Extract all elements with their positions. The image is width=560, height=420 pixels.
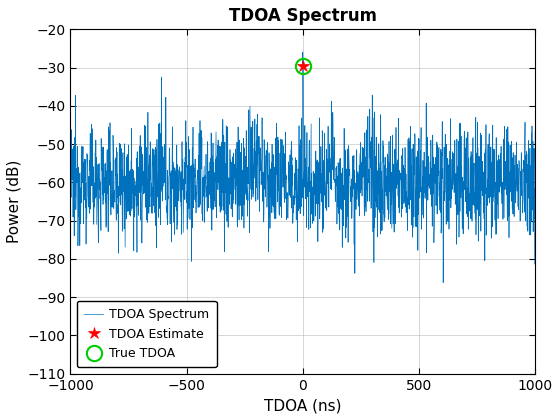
Line: TDOA Spectrum: TDOA Spectrum: [71, 52, 535, 283]
TDOA Spectrum: [109, 168, 115, 173]
TDOA Spectrum: [240, 166, 246, 171]
TDOA Spectrum: [92, 196, 99, 201]
TDOA Spectrum: [67, 185, 74, 190]
TDOA Spectrum: [450, 168, 457, 173]
Title: TDOA Spectrum: TDOA Spectrum: [229, 7, 377, 25]
X-axis label: TDOA (ns): TDOA (ns): [264, 398, 342, 413]
TDOA Spectrum: [300, 50, 306, 55]
TDOA Spectrum: [347, 193, 353, 198]
TDOA Spectrum: [440, 280, 446, 285]
TDOA Spectrum: [532, 195, 539, 200]
Legend: TDOA Spectrum, TDOA Estimate, True TDOA: TDOA Spectrum, TDOA Estimate, True TDOA: [77, 301, 217, 368]
Y-axis label: Power (dB): Power (dB): [7, 160, 22, 243]
TDOA Spectrum: [78, 172, 85, 177]
